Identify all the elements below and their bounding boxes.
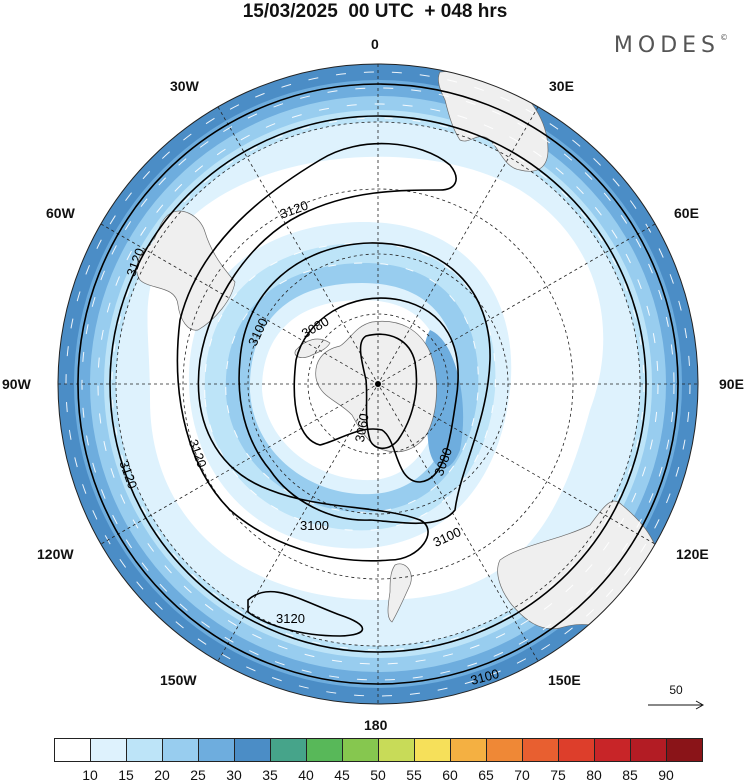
colorbar-label: 20 <box>154 767 170 783</box>
longitude-label: 180 <box>364 717 388 733</box>
logo-text: MODES <box>613 33 720 58</box>
longitude-label: 90W <box>2 376 31 392</box>
reference-vector: 50 <box>646 683 706 713</box>
contour-label: 3120 <box>276 611 305 626</box>
colorbar-label: 85 <box>622 767 638 783</box>
reference-vector-label: 50 <box>669 683 683 697</box>
colorbar-swatch <box>594 738 631 762</box>
colorbar-swatch <box>486 738 523 762</box>
colorbar-label: 90 <box>658 767 674 783</box>
colorbar-swatch <box>306 738 343 762</box>
map-disc: 3060 3080 3080 3100 3100 3100 3100 3100 … <box>58 64 715 704</box>
south-pole-marker <box>375 381 381 387</box>
longitude-label: 150W <box>160 672 197 688</box>
colorbar-swatch <box>666 738 703 762</box>
colorbar-swatch <box>126 738 163 762</box>
colorbar-label: 45 <box>334 767 350 783</box>
longitude-label: 30E <box>549 78 574 94</box>
colorbar-swatch <box>270 738 307 762</box>
colorbar-swatch <box>90 738 127 762</box>
colorbar-swatch <box>162 738 199 762</box>
colorbar-label: 70 <box>514 767 530 783</box>
colorbar-swatch <box>54 738 91 762</box>
longitude-label: 60W <box>46 205 75 221</box>
colorbar-swatch <box>378 738 415 762</box>
contour-3120-outer <box>109 115 647 653</box>
contour-3060 <box>359 333 418 450</box>
colorbar-label: 65 <box>478 767 494 783</box>
longitude-label: 0 <box>371 36 379 52</box>
contour-3100-outer <box>77 83 679 685</box>
map-border <box>57 63 699 705</box>
contour-label: 3100 <box>300 518 329 533</box>
longitude-label: 120W <box>37 546 74 562</box>
colorbar-swatch <box>342 738 379 762</box>
contour-3120-inner <box>176 142 457 562</box>
colorbar-label: 75 <box>550 767 566 783</box>
contour-3100 <box>238 242 491 525</box>
colorbar-swatch <box>630 738 667 762</box>
colorbar-swatch <box>522 738 559 762</box>
colorbar-swatch <box>558 738 595 762</box>
contour-label: 3060 <box>352 412 372 443</box>
colorbar-label: 15 <box>118 767 134 783</box>
longitude-label: 120E <box>676 546 709 562</box>
colorbar-swatch <box>450 738 487 762</box>
longitude-label: 30W <box>170 78 199 94</box>
colorbar-label: 80 <box>586 767 602 783</box>
colorbar-swatch <box>414 738 451 762</box>
colorbar-label: 50 <box>370 767 386 783</box>
colorbar-label: 40 <box>298 767 314 783</box>
longitude-label: 60E <box>674 205 699 221</box>
antarctic-peninsula <box>294 338 331 358</box>
colorbar-label: 55 <box>406 767 422 783</box>
colorbar-label: 25 <box>190 767 206 783</box>
height-contours <box>77 83 679 685</box>
colorbar: 10 15 20 25 30 35 40 45 50 55 60 65 70 75 80 85 90 <box>54 738 703 783</box>
reference-arrow-icon <box>648 700 705 710</box>
colorbar-label: 60 <box>442 767 458 783</box>
longitude-label: 150E <box>548 672 581 688</box>
map-title: 15/03/2025 00 UTC + 048 hrs <box>242 1 508 22</box>
contour-3080 <box>293 297 459 483</box>
modes-logo: MODES© <box>614 33 728 58</box>
colorbar-swatch <box>198 738 235 762</box>
colorbar-swatch <box>234 738 271 762</box>
colorbar-label: 10 <box>82 767 98 783</box>
longitude-label: 90E <box>719 376 744 392</box>
colorbar-label: 35 <box>262 767 278 783</box>
logo-mark: © <box>720 33 728 42</box>
colorbar-label: 30 <box>226 767 242 783</box>
contour-3120-south <box>247 590 364 637</box>
polar-map: 3060 3080 3080 3100 3100 3100 3100 3100 … <box>57 63 715 705</box>
contour-label: 3100 <box>695 305 715 336</box>
